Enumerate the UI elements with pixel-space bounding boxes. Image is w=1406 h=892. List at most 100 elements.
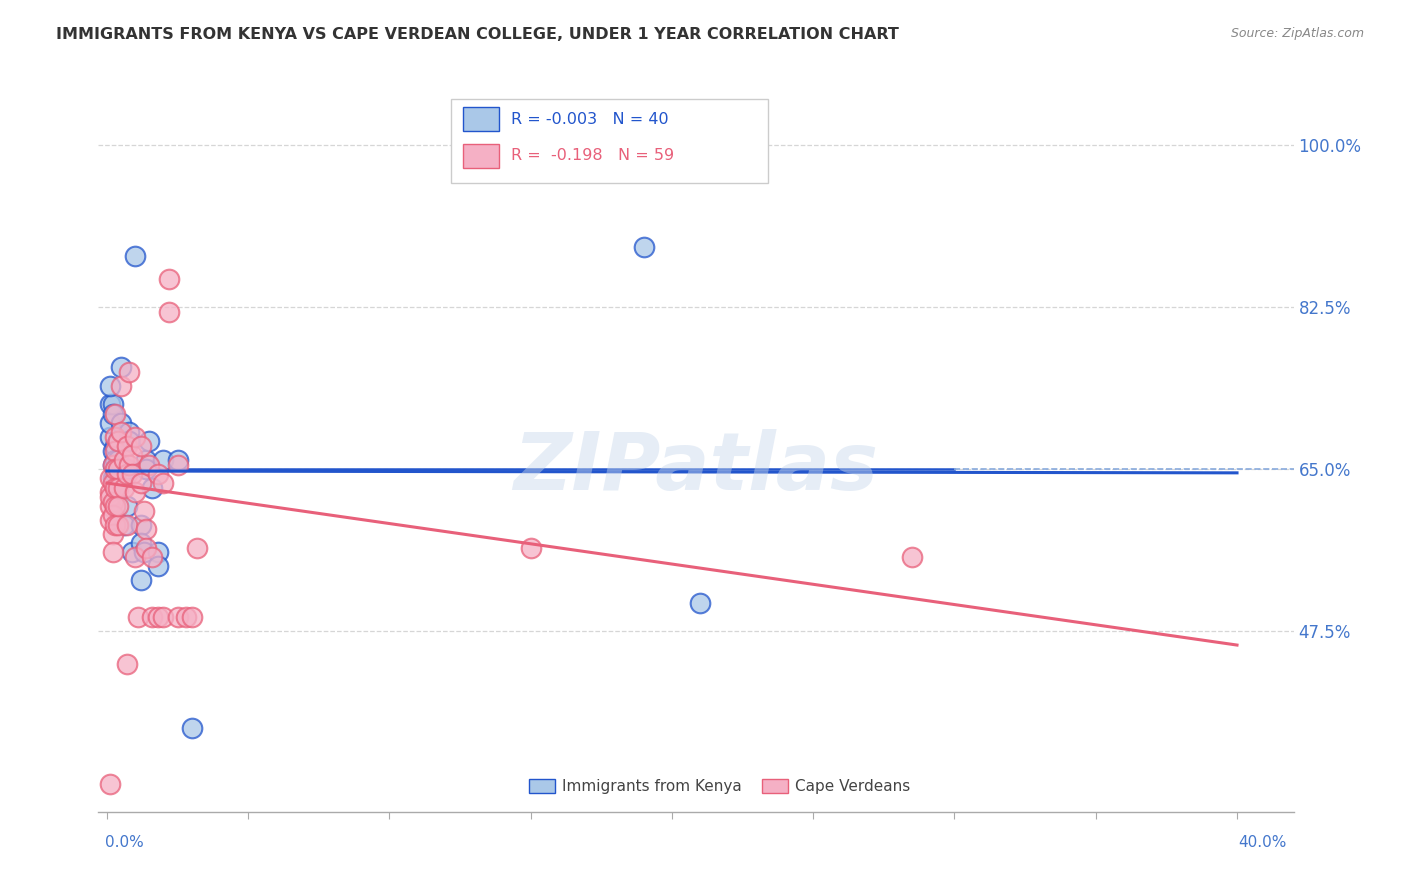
Point xyxy=(101,397,124,411)
Point xyxy=(98,416,121,430)
Point xyxy=(104,443,127,458)
Text: Immigrants from Kenya: Immigrants from Kenya xyxy=(562,779,742,794)
Point xyxy=(98,430,121,444)
Point xyxy=(129,517,152,532)
Point xyxy=(124,249,146,263)
Point xyxy=(132,545,155,559)
Point xyxy=(519,541,541,555)
Point xyxy=(98,485,121,500)
Point xyxy=(104,453,127,467)
Point xyxy=(115,517,138,532)
Point xyxy=(107,434,129,449)
Point xyxy=(132,504,155,518)
Point xyxy=(104,499,127,513)
Point xyxy=(110,360,132,375)
Point xyxy=(135,462,157,476)
Point xyxy=(118,458,141,472)
Point xyxy=(135,541,157,555)
Point xyxy=(124,430,146,444)
Point xyxy=(129,439,152,453)
Point xyxy=(141,610,163,624)
Point xyxy=(101,407,124,421)
FancyBboxPatch shape xyxy=(463,107,499,131)
Point xyxy=(118,425,141,439)
Point xyxy=(104,439,127,453)
Point xyxy=(127,610,149,624)
Point xyxy=(146,545,169,559)
FancyBboxPatch shape xyxy=(451,99,768,183)
Text: R =  -0.198   N = 59: R = -0.198 N = 59 xyxy=(510,148,673,163)
Point xyxy=(138,458,160,472)
Point xyxy=(98,379,121,393)
Point xyxy=(104,481,127,495)
Point xyxy=(633,240,655,254)
Point xyxy=(115,439,138,453)
Point xyxy=(104,462,127,476)
Point xyxy=(129,476,152,491)
Point xyxy=(101,471,124,485)
Text: IMMIGRANTS FROM KENYA VS CAPE VERDEAN COLLEGE, UNDER 1 YEAR CORRELATION CHART: IMMIGRANTS FROM KENYA VS CAPE VERDEAN CO… xyxy=(56,27,898,42)
FancyBboxPatch shape xyxy=(762,779,787,794)
Point xyxy=(101,443,124,458)
Point xyxy=(152,453,174,467)
Point xyxy=(98,397,121,411)
Point xyxy=(115,462,138,476)
Point xyxy=(121,545,143,559)
Point xyxy=(118,365,141,379)
Point xyxy=(689,596,711,610)
Point xyxy=(98,777,121,791)
Point xyxy=(135,522,157,536)
Point xyxy=(98,499,121,513)
Point xyxy=(118,434,141,449)
Point xyxy=(115,467,138,481)
Point xyxy=(112,517,135,532)
Point xyxy=(138,434,160,449)
Text: Source: ZipAtlas.com: Source: ZipAtlas.com xyxy=(1230,27,1364,40)
Point xyxy=(115,499,138,513)
Point xyxy=(107,462,129,476)
FancyBboxPatch shape xyxy=(463,144,499,168)
Point xyxy=(104,407,127,421)
Point xyxy=(101,545,124,559)
Point xyxy=(129,574,152,588)
Point xyxy=(112,471,135,485)
Point xyxy=(101,458,124,472)
Point xyxy=(166,458,188,472)
Point xyxy=(166,453,188,467)
Point xyxy=(141,550,163,565)
Point xyxy=(107,453,129,467)
Point xyxy=(174,610,197,624)
Point xyxy=(186,541,208,555)
Point xyxy=(124,550,146,565)
Point xyxy=(104,517,127,532)
Point xyxy=(98,471,121,485)
Point xyxy=(157,272,180,286)
Text: 0.0%: 0.0% xyxy=(105,836,145,850)
Text: R = -0.003   N = 40: R = -0.003 N = 40 xyxy=(510,112,668,127)
Point xyxy=(98,513,121,527)
Point xyxy=(101,458,124,472)
Point xyxy=(152,610,174,624)
Point xyxy=(129,536,152,550)
Point xyxy=(107,481,129,495)
Point xyxy=(152,476,174,491)
Point xyxy=(180,722,202,736)
Point xyxy=(141,481,163,495)
Point xyxy=(101,476,124,491)
Point xyxy=(104,481,127,495)
Point xyxy=(107,517,129,532)
Point xyxy=(180,610,202,624)
Point xyxy=(135,453,157,467)
Point xyxy=(101,508,124,523)
Point xyxy=(110,425,132,439)
Point xyxy=(101,494,124,508)
Point xyxy=(110,379,132,393)
Point xyxy=(121,448,143,462)
Point xyxy=(166,610,188,624)
Point xyxy=(121,467,143,481)
Text: 40.0%: 40.0% xyxy=(1239,836,1286,850)
Text: ZIPatlas: ZIPatlas xyxy=(513,429,879,507)
Point xyxy=(146,610,169,624)
Point xyxy=(124,485,146,500)
FancyBboxPatch shape xyxy=(529,779,555,794)
